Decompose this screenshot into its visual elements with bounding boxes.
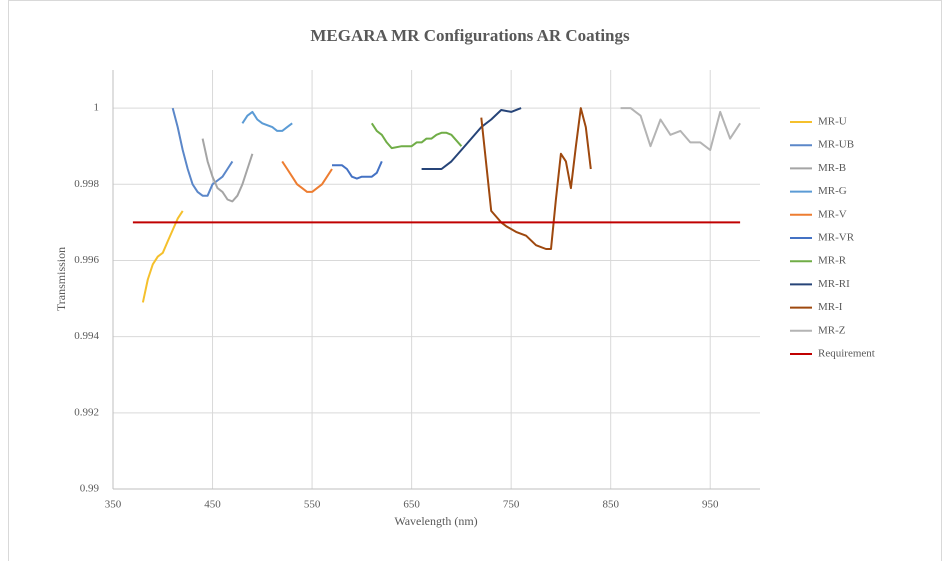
y-axis-title: Transmission (54, 247, 68, 311)
y-tick-label: 0.994 (74, 330, 99, 342)
y-tick-label: 0.998 (74, 178, 99, 190)
series-line (201, 138, 254, 203)
series-line (421, 107, 522, 170)
legend-label: MR-V (818, 208, 847, 220)
y-tick-label: 0.992 (74, 406, 99, 418)
series-line (620, 107, 741, 151)
x-tick-label: 550 (304, 499, 321, 511)
series-line (241, 110, 293, 132)
legend-label: Requirement (818, 348, 875, 360)
y-tick-label: 1 (94, 102, 100, 114)
x-tick-label: 950 (702, 499, 719, 511)
x-tick-label: 850 (602, 499, 619, 511)
chart-title: MEGARA MR Configurations AR Coatings (310, 26, 630, 45)
x-tick-label: 750 (503, 499, 520, 511)
series-line (370, 122, 463, 150)
legend-label: MR-VR (818, 232, 855, 244)
series-line (480, 107, 592, 250)
legend-label: MR-B (818, 162, 846, 174)
legend-label: MR-I (818, 301, 843, 313)
series-line (332, 160, 383, 180)
y-tick-label: 0.996 (74, 254, 99, 266)
legend-label: MR-G (818, 185, 847, 197)
x-axis-title: Wavelength (nm) (394, 514, 477, 528)
legend-label: MR-Z (818, 324, 846, 336)
x-tick-label: 350 (105, 499, 122, 511)
legend-label: MR-U (818, 116, 847, 128)
chart-border (8, 0, 942, 561)
x-tick-label: 650 (403, 499, 420, 511)
series-line (141, 210, 184, 303)
y-tick-label: 0.99 (80, 483, 100, 495)
legend-label: MR-R (818, 255, 847, 267)
legend-label: MR-UB (818, 139, 854, 151)
series-line (281, 160, 333, 193)
legend-label: MR-RI (818, 278, 850, 290)
series-line (171, 107, 234, 197)
x-tick-label: 450 (204, 499, 221, 511)
